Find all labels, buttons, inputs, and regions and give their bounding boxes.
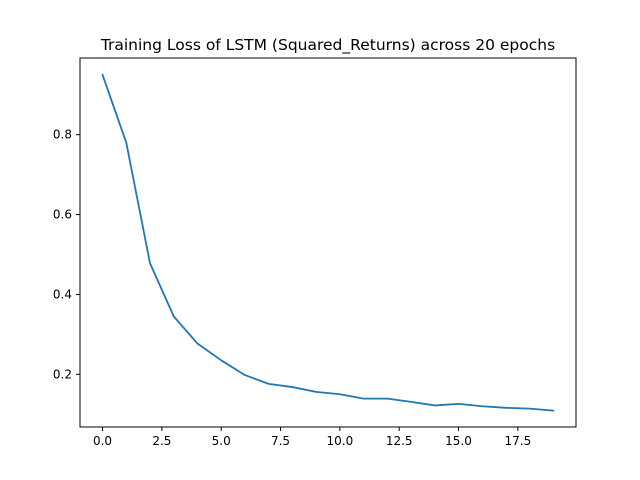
x-tick-label: 5.0 bbox=[212, 434, 231, 448]
x-tick-label: 15.0 bbox=[445, 434, 472, 448]
chart-title: Training Loss of LSTM (Squared_Returns) … bbox=[100, 36, 555, 55]
y-tick-label: 0.2 bbox=[53, 367, 72, 381]
x-tick-label: 7.5 bbox=[271, 434, 290, 448]
x-tick-label: 17.5 bbox=[504, 434, 531, 448]
x-tick-label: 12.5 bbox=[386, 434, 413, 448]
x-tick-label: 2.5 bbox=[152, 434, 171, 448]
y-tick-label: 0.6 bbox=[53, 208, 72, 222]
y-tick-label: 0.4 bbox=[53, 287, 72, 301]
y-tick-label: 0.8 bbox=[53, 128, 72, 142]
y-axis: 0.2 0.4 0.6 0.8 bbox=[53, 128, 80, 381]
plot-area bbox=[101, 73, 555, 412]
x-axis: 0.0 2.5 5.0 7.5 10.0 12.5 15.0 17.5 bbox=[93, 427, 531, 448]
axes-frame bbox=[79, 57, 577, 428]
x-tick-label: 0.0 bbox=[93, 434, 112, 448]
x-tick-label: 10.0 bbox=[327, 434, 354, 448]
series-line-0 bbox=[101, 73, 555, 412]
